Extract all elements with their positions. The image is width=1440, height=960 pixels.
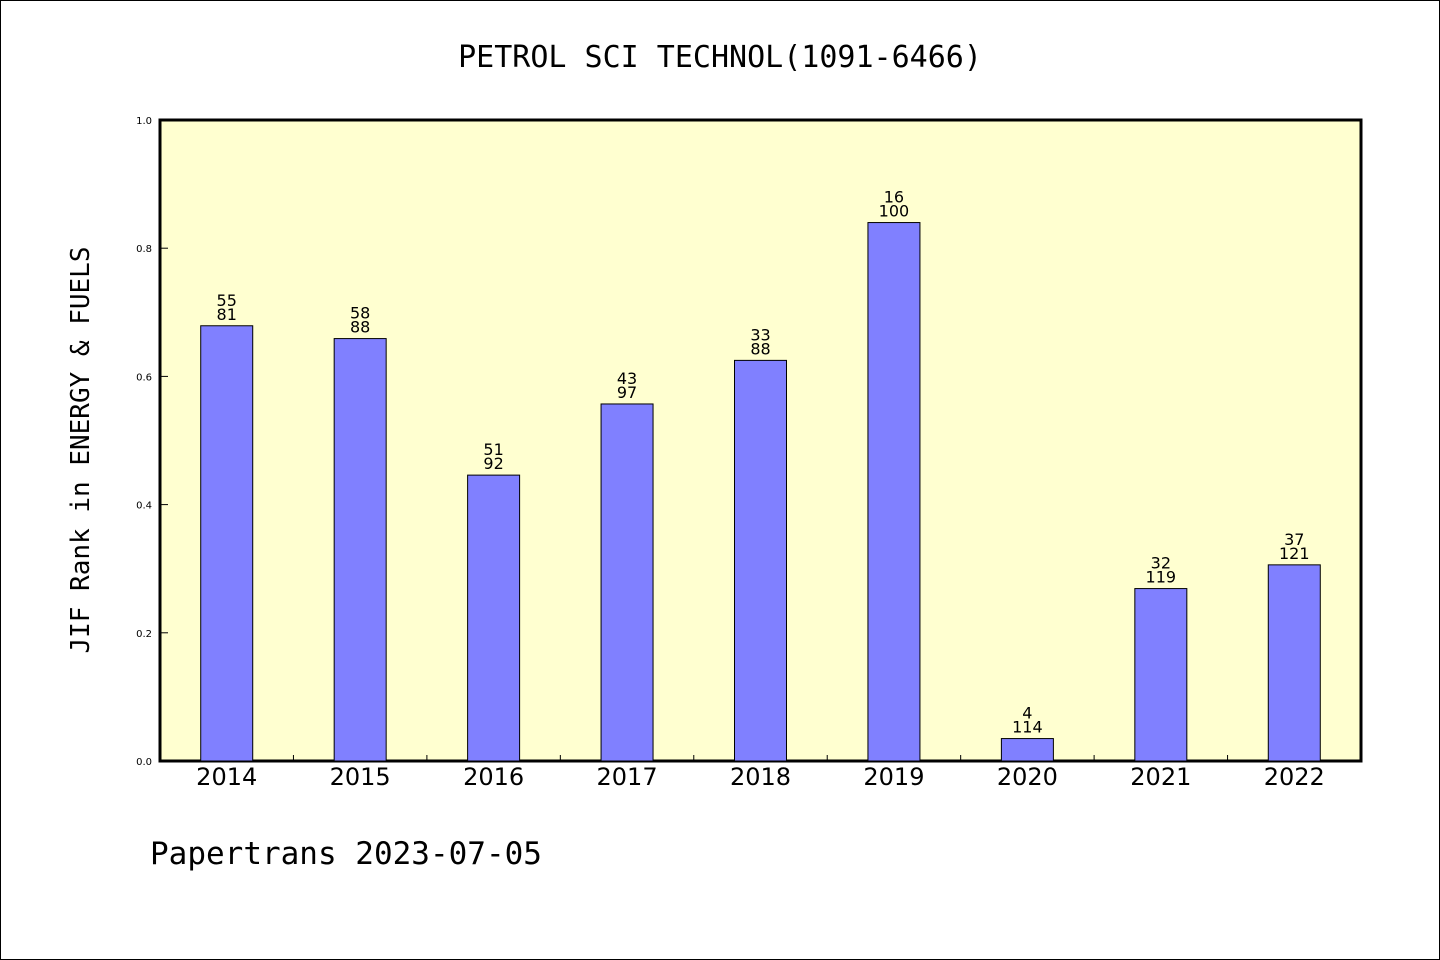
x-tick-label: 2017 (597, 763, 658, 791)
rank-label: 32 (1151, 554, 1171, 573)
bars (200, 222, 1321, 762)
y-tick-label: 0.2 (136, 629, 152, 640)
chart-title: PETROL SCI TECHNOL(1091-6466) (458, 40, 982, 75)
bar-2017 (600, 403, 654, 762)
rank-label: 37 (1284, 530, 1304, 549)
rank-label: 43 (617, 369, 637, 388)
x-tick-label: 2015 (330, 763, 391, 791)
total-label: 88 (350, 318, 370, 337)
y-tick-label: 0.0 (136, 757, 152, 768)
total-label: 97 (617, 383, 637, 402)
bar-2021 (1134, 588, 1188, 762)
bar-2016 (467, 474, 521, 762)
x-tick-label: 2020 (997, 763, 1058, 791)
y-axis: 0.0 0.2 0.4 0.6 0.8 1.0 (136, 116, 168, 768)
total-label: 88 (750, 339, 770, 358)
bar-2018 (734, 359, 787, 762)
total-label: 119 (1146, 568, 1177, 587)
total-label: 81 (217, 305, 237, 324)
total-label: 114 (1012, 718, 1043, 737)
rank-label: 58 (350, 304, 370, 323)
bar-2019 (867, 222, 921, 762)
rank-label: 4 (1022, 704, 1032, 723)
x-tick-label: 2021 (1130, 763, 1191, 791)
total-label: 121 (1279, 544, 1310, 563)
total-label: 92 (483, 454, 503, 473)
rank-label: 55 (217, 291, 237, 310)
bar-2022 (1267, 564, 1321, 762)
y-axis-label: JIF Rank in ENERGY & FUELS (66, 247, 96, 654)
total-label: 100 (879, 202, 910, 221)
rank-label: 33 (750, 325, 770, 344)
y-tick-label: 1.0 (136, 116, 152, 127)
bar-2020 (1000, 738, 1054, 762)
bar-2015 (333, 338, 387, 762)
y-tick-label: 0.4 (136, 501, 152, 512)
rank-label: 51 (483, 440, 503, 459)
x-tick-label: 2014 (196, 763, 257, 791)
x-tick-label: 2018 (730, 763, 791, 791)
x-tick-label: 2022 (1264, 763, 1325, 791)
rank-label: 16 (884, 188, 904, 207)
y-tick-label: 0.8 (136, 244, 152, 255)
bar-2014 (200, 325, 254, 762)
x-axis: 2014 2015 2016 2017 2018 2019 2020 2021 2022 (196, 755, 1325, 791)
x-tick-label: 2016 (463, 763, 524, 791)
footer-source: Papertrans 2023-07-05 (150, 836, 542, 872)
x-tick-label: 2019 (863, 763, 924, 791)
y-tick-label: 0.6 (136, 372, 152, 383)
